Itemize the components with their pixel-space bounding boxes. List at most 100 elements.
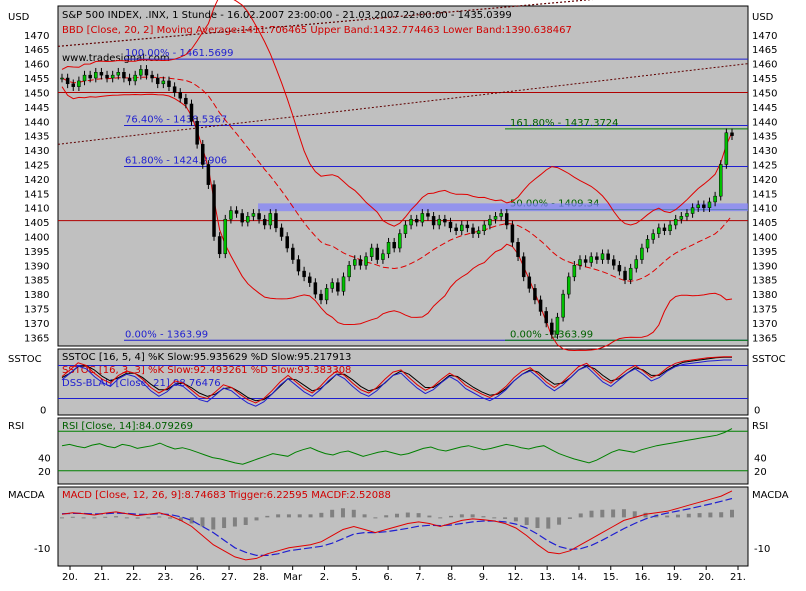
candle-body	[229, 210, 233, 220]
price-panel	[57, 5, 749, 347]
candle-body	[448, 221, 453, 229]
macd-hist-bar	[546, 517, 551, 529]
candle-body	[127, 77, 132, 82]
candle-body	[94, 72, 98, 79]
candle-body	[246, 216, 250, 223]
candle-body	[612, 259, 616, 266]
candle-body	[555, 316, 560, 335]
bollinger-header: BBD [Close, 20, 2] Moving Average:1411.7…	[62, 25, 572, 36]
price-ytick-left: 1385	[24, 276, 49, 287]
macd-hist-bar	[114, 516, 119, 518]
candle-body	[319, 293, 323, 301]
macd-hist-bar	[308, 514, 313, 518]
candle-body	[240, 213, 244, 223]
macd-hist-bar	[449, 515, 454, 518]
fib-label: 61.80% - 1424.2906	[125, 156, 227, 167]
candle-body	[544, 311, 548, 324]
candle-body	[60, 77, 64, 80]
macd-ytick-right: -10	[754, 544, 770, 555]
macd-hist-bar	[157, 516, 162, 518]
price-unit-left: USD	[8, 12, 30, 23]
macd-hist-bar	[643, 512, 648, 518]
candle-body	[110, 74, 115, 79]
candle-body	[662, 227, 667, 231]
candle-body	[212, 184, 216, 237]
candle-body	[724, 132, 729, 165]
ssto-header: SSTOC [16, 5, 4] %K Slow:95.935629 %D Sl…	[62, 352, 351, 363]
candle-body	[403, 224, 408, 234]
macd-axis-right: MACDA	[752, 490, 789, 501]
rsi-ytick-right: 20	[754, 467, 767, 478]
candle-body	[510, 224, 515, 243]
candle-body	[178, 92, 182, 99]
candle-body	[313, 282, 318, 295]
macd-hist-bar	[405, 512, 410, 518]
x-tick-label: 6.	[383, 572, 393, 583]
price-ytick-left: 1420	[24, 175, 49, 186]
candle-body	[589, 256, 593, 263]
candle-body	[409, 218, 413, 226]
macd-hist-bar	[686, 513, 691, 518]
rsi-axis-right: RSI	[752, 421, 768, 432]
candle-body	[274, 213, 278, 229]
price-ytick-left: 1460	[24, 60, 49, 71]
macd-hist-bar	[730, 509, 734, 518]
bollinger-upper	[61, 0, 733, 227]
candle-body	[139, 69, 143, 76]
x-tick-label: 20.	[698, 572, 714, 583]
bollinger-ma	[61, 76, 733, 282]
macd-hist-bar	[697, 513, 702, 518]
candle-body	[550, 322, 554, 335]
price-ytick-left: 1375	[24, 305, 49, 316]
candle-body	[634, 259, 639, 269]
candle-body	[628, 267, 633, 280]
price-ytick-right: 1440	[752, 117, 777, 128]
candle-body	[521, 256, 526, 278]
ssto-header-2: SSTOC [16, 3, 3] %K Slow:92.493261 %D Sl…	[62, 365, 351, 376]
x-tick-label: 21.	[730, 572, 746, 583]
candle-body	[144, 69, 149, 76]
macd-hist-bar	[189, 517, 194, 524]
macd-hist-bar	[265, 515, 270, 518]
macd-hist-bar	[513, 517, 518, 522]
candle-body	[696, 204, 700, 208]
watermark: www.tradesignal.com	[62, 53, 170, 64]
price-ytick-right: 1375	[752, 305, 777, 316]
bollinger-lower	[61, 86, 733, 352]
price-ytick-left: 1445	[24, 103, 49, 114]
macd-hist-bar	[254, 517, 259, 521]
fib-label: 0.00% - 1363.99	[125, 329, 208, 340]
price-ytick-right: 1420	[752, 175, 777, 186]
price-ytick-right: 1455	[752, 74, 777, 85]
price-ytick-right: 1405	[752, 218, 777, 229]
candle-body	[572, 265, 577, 278]
ssto-k-line	[61, 356, 732, 404]
candle-body	[685, 213, 689, 217]
candle-body	[133, 74, 137, 82]
candle-body	[730, 132, 734, 136]
macd-hist-bar	[60, 517, 64, 519]
candle-body	[431, 216, 436, 226]
macd-hist-bar	[146, 517, 151, 519]
candle-body	[116, 72, 121, 76]
macd-hist-bar	[243, 517, 248, 525]
macd-hist-bar	[524, 517, 529, 525]
candle-body	[201, 144, 205, 165]
macd-hist-bar	[286, 514, 291, 518]
instrument-header: S&P 500 INDEX, .INX, 1 Stunde - 16.02.20…	[62, 10, 512, 21]
candle-body	[645, 239, 650, 249]
candle-body	[443, 218, 447, 223]
candle-body	[353, 259, 357, 266]
price-ytick-left: 1400	[24, 233, 49, 244]
candle-body	[82, 74, 87, 82]
macd-hist-bar	[135, 517, 140, 519]
candle-body	[426, 213, 430, 217]
candle-body	[358, 259, 363, 266]
macd-hist-bar	[70, 516, 75, 518]
price-unit-right: USD	[752, 12, 774, 23]
candle-body	[679, 216, 684, 220]
x-tick-label: 2.	[320, 572, 330, 583]
price-ytick-right: 1390	[752, 261, 777, 272]
macd-hist-bar	[665, 515, 670, 518]
